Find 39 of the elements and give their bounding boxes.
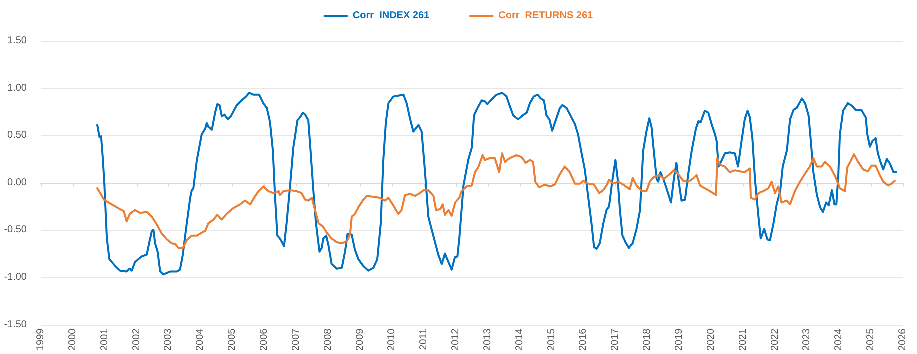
x-tick-label: 2017 — [610, 328, 622, 352]
x-tick-label: 2005 — [227, 328, 238, 352]
x-tick-label: 2002 — [131, 328, 142, 352]
y-tick-label: 0.00 — [8, 177, 28, 188]
line-series — [96, 92, 898, 276]
line-series — [96, 152, 896, 250]
x-tick-label: 2023 — [802, 328, 813, 352]
x-tick-label: 2009 — [354, 328, 366, 352]
x-tick-label: 2000 — [67, 328, 78, 352]
x-tick-label: 2011 — [418, 328, 430, 350]
x-tick-label: 2008 — [322, 328, 334, 352]
y-tick-label: -1.50 — [4, 319, 28, 330]
legend-label: Corr INDEX 261 — [352, 10, 430, 22]
x-tick-label: 2016 — [578, 328, 590, 352]
y-tick-label: -1.00 — [4, 272, 28, 283]
y-tick-label: 0.50 — [8, 130, 28, 142]
x-tick-label: 2025 — [866, 328, 877, 352]
x-tick-label: 2013 — [482, 328, 494, 352]
x-tick-label: 2007 — [290, 328, 302, 352]
x-tick-label: 2015 — [546, 328, 558, 352]
x-tick-label: 1999 — [36, 328, 46, 352]
x-tick-label: 2003 — [163, 328, 174, 352]
legend-label: Corr RETURNS 261 — [498, 10, 594, 22]
y-tick-label: 1.00 — [8, 82, 28, 94]
x-tick-label: 2014 — [514, 328, 526, 352]
y-tick-label: -0.50 — [4, 224, 28, 236]
x-tick-label: 2010 — [386, 328, 398, 352]
x-tick-label: 2026 — [898, 328, 908, 352]
y-tick-label: 1.50 — [8, 36, 28, 46]
x-tick-label: 2018 — [642, 328, 654, 352]
x-tick-label: 2019 — [674, 328, 686, 352]
x-tick-label: 2024 — [834, 328, 845, 352]
x-tick-label: 2020 — [706, 328, 717, 352]
x-tick-label: 2001 — [99, 328, 110, 352]
x-tick-label: 2004 — [195, 328, 206, 352]
x-tick-label: 2021 — [738, 328, 749, 352]
x-tick-label: 2006 — [258, 328, 270, 352]
x-tick-label: 2022 — [770, 328, 781, 352]
x-tick-label: 2012 — [450, 328, 462, 352]
